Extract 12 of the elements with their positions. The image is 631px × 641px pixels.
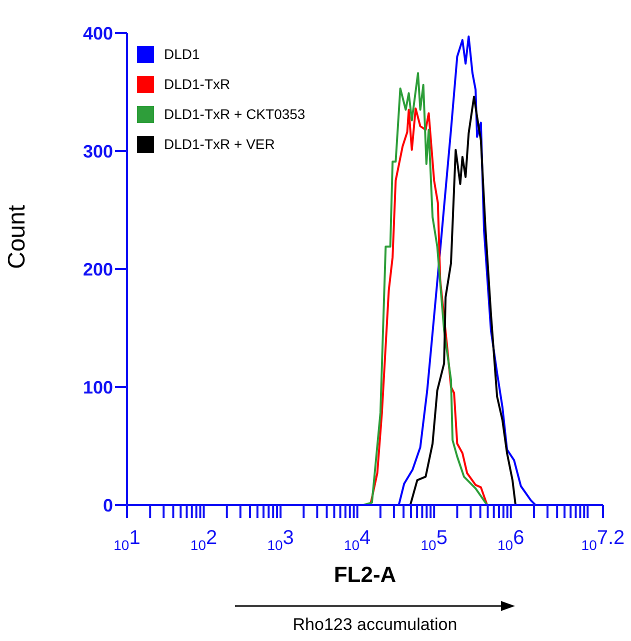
y-tick-label: 300 xyxy=(82,141,113,162)
y-tick-label: 400 xyxy=(82,23,113,44)
y-axis-title: Count xyxy=(4,204,31,269)
legend-label: DLD1-TxR + CKT0353 xyxy=(164,106,306,122)
legend-label: DLD1-TxR xyxy=(164,76,230,92)
text: Rho123 accumulation xyxy=(292,615,458,635)
y-tick-label: 100 xyxy=(82,377,113,398)
legend-label: DLD1-TxR + VER xyxy=(164,136,275,152)
x-axis-title: FL2-A xyxy=(334,562,396,587)
y-tick-label: 200 xyxy=(82,259,113,280)
legend-label: DLD1 xyxy=(164,46,200,62)
y-tick-label: 0 xyxy=(102,495,113,516)
